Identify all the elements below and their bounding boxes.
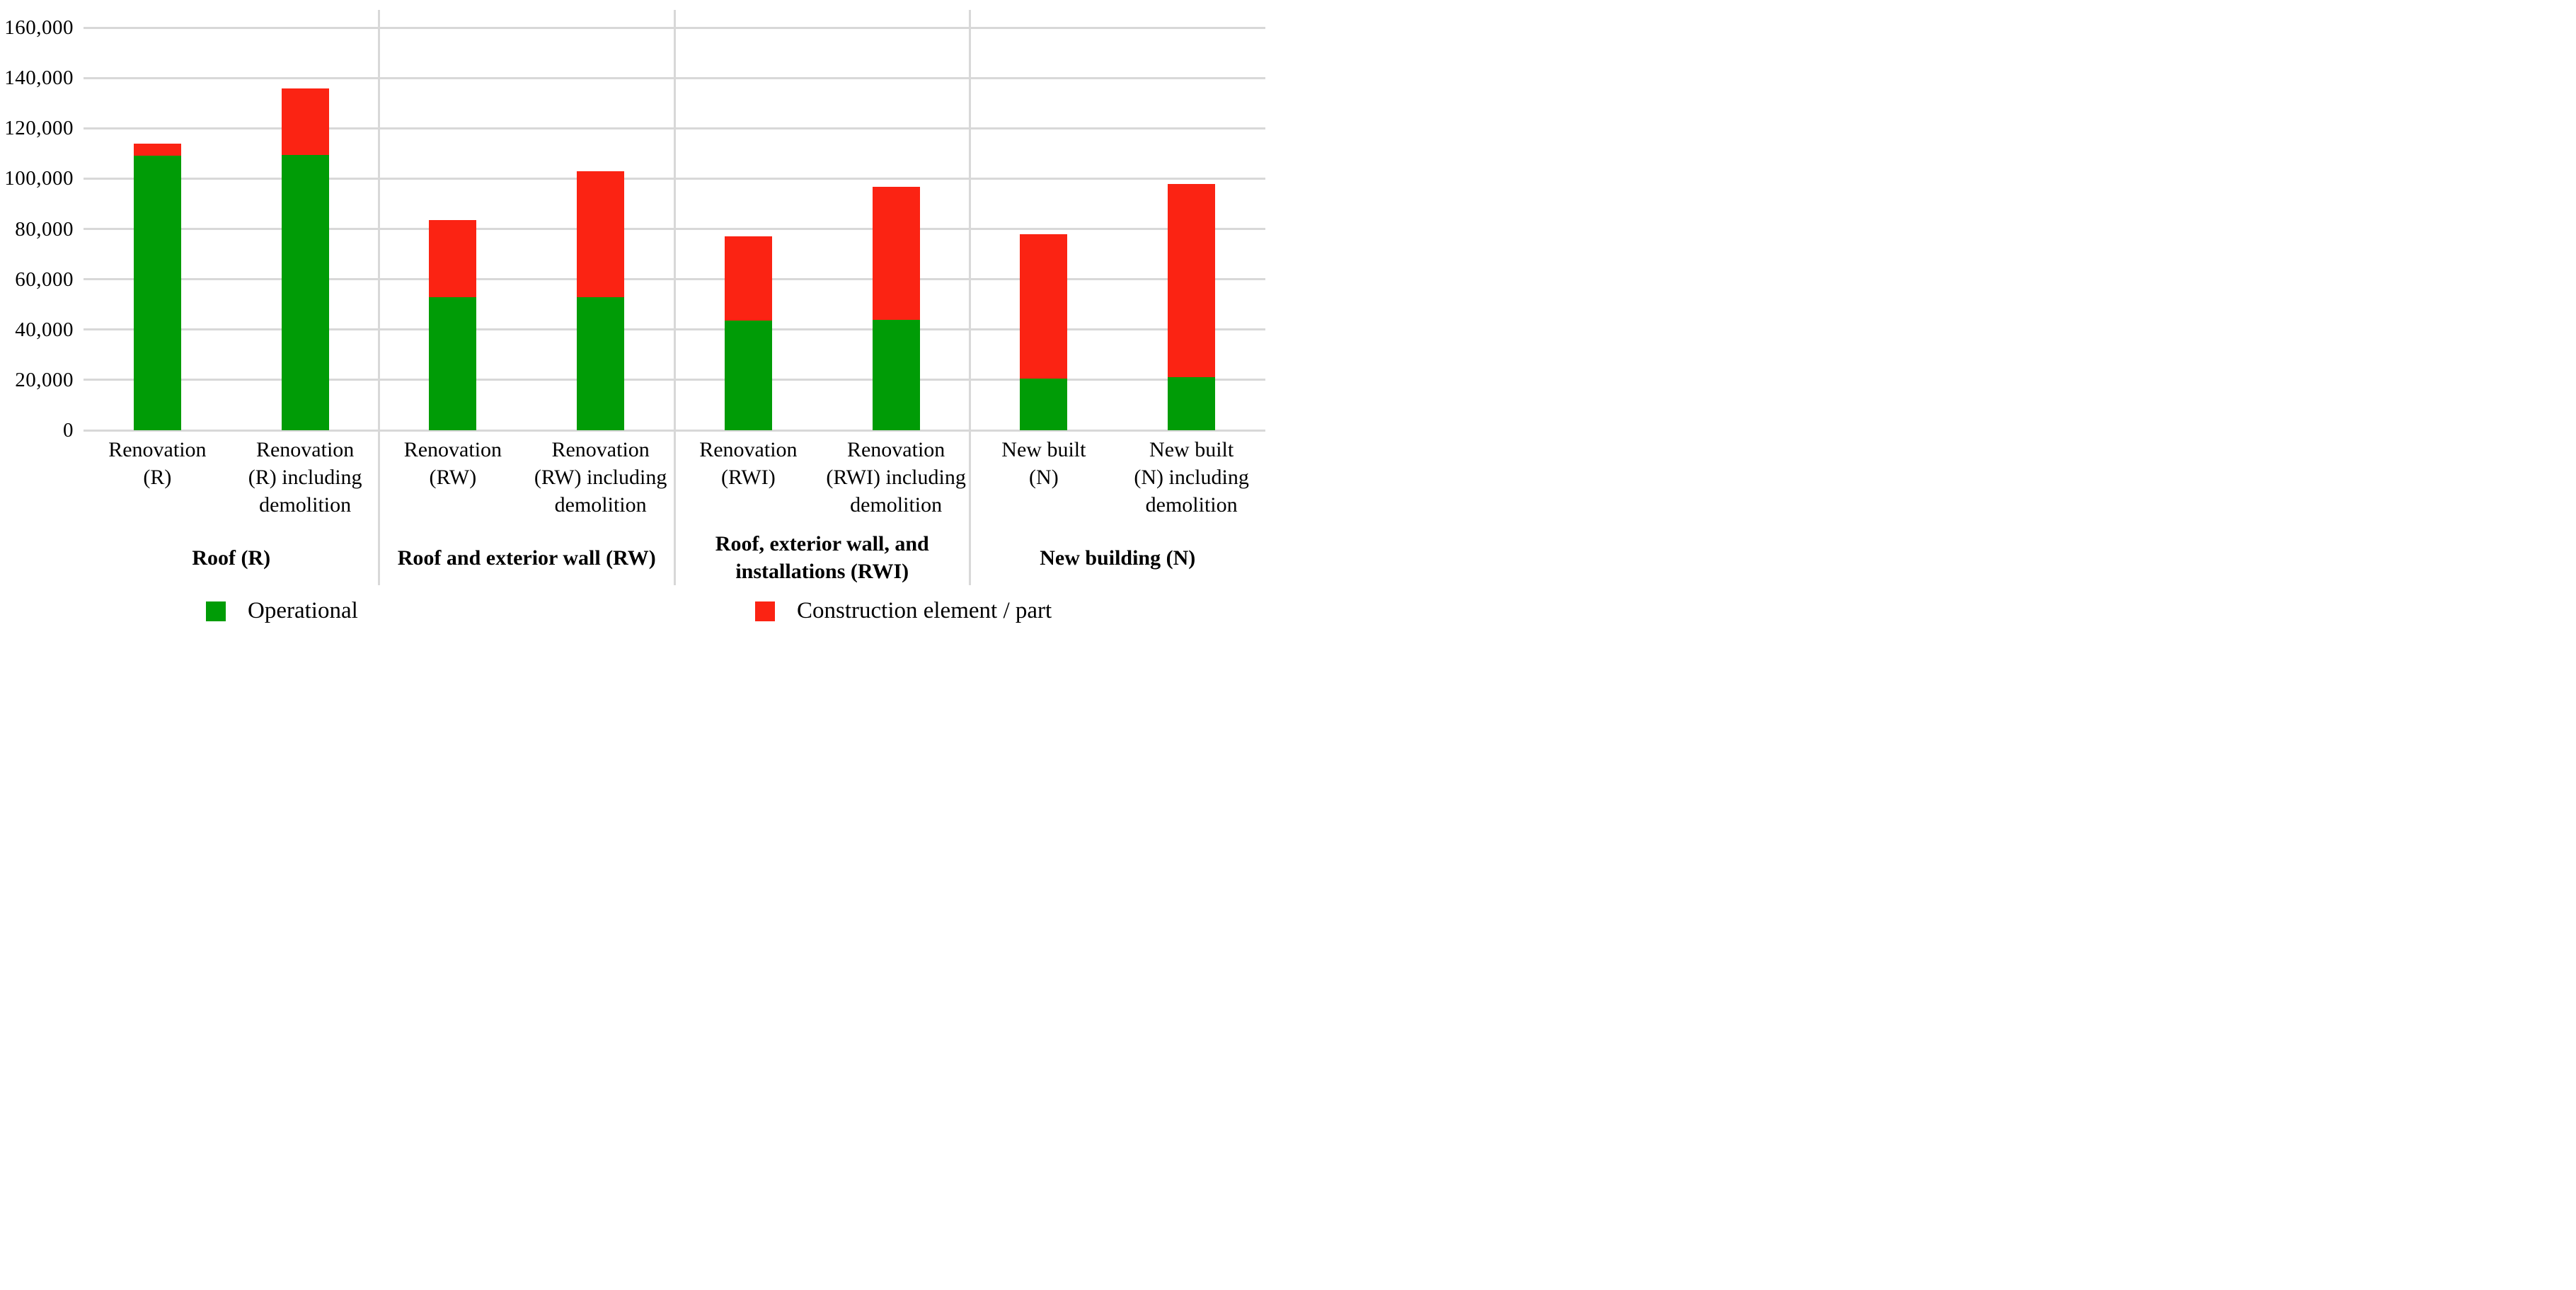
legend: Operational Construction element / part <box>0 598 1288 640</box>
bar-segment-construction <box>577 171 625 297</box>
legend-label-construction: Construction element / part <box>797 598 1052 623</box>
stacked-bar <box>133 28 181 430</box>
bar-segment-construction <box>429 219 477 298</box>
construction-swatch-icon <box>755 601 775 621</box>
x-axis-category-label: Renovation (R) including demolition <box>248 438 362 517</box>
group-label: Roof (R) <box>192 546 271 570</box>
x-axis-category-label: Renovation (R) <box>108 438 207 489</box>
stacked-bar <box>281 28 329 430</box>
group-divider <box>378 10 380 585</box>
stacked-bar <box>1168 28 1216 430</box>
x-axis-category-label: New built (N) <box>1001 438 1086 489</box>
y-axis-tick-label: 80,000 <box>15 217 74 241</box>
y-axis-tick-label: 0 <box>63 419 74 442</box>
group-label: Roof, exterior wall, and installations (R… <box>715 532 929 583</box>
bar-segment-construction <box>724 236 772 321</box>
stacked-bar <box>872 28 920 430</box>
bar-segment-operational <box>724 320 772 430</box>
y-axis-tick-label: 40,000 <box>15 318 74 341</box>
bar-segment-construction <box>1168 184 1216 377</box>
bar-segment-operational <box>1020 378 1068 430</box>
y-axis-tick-label: 140,000 <box>4 67 74 90</box>
bar-segment-construction <box>133 143 181 156</box>
bar-segment-construction <box>281 88 329 156</box>
y-axis-tick-label: 20,000 <box>15 368 74 391</box>
bar-segment-construction <box>872 186 920 320</box>
group-divider <box>969 10 971 585</box>
x-axis-category-label: Renovation (RWI) including demolition <box>826 438 966 517</box>
bar-segment-operational <box>1168 376 1216 430</box>
y-axis-tick-label: 120,000 <box>4 117 74 140</box>
bar-segment-operational <box>281 155 329 430</box>
x-axis-category-label: Renovation (RW) <box>403 438 502 489</box>
stacked-bar <box>1020 28 1068 430</box>
bar-segment-operational <box>577 296 625 430</box>
bar-segment-construction <box>1020 234 1068 379</box>
y-axis-tick-label: 160,000 <box>4 16 74 39</box>
bar-segment-operational <box>429 297 477 430</box>
group-label: New building (N) <box>1040 546 1196 570</box>
stacked-bar <box>429 28 477 430</box>
x-axis-category-label: Renovation (RWI) <box>699 438 798 489</box>
x-axis-category-label: New built (N) including demolition <box>1134 438 1249 517</box>
legend-item-construction: Construction element / part <box>755 598 1052 624</box>
group-label: Roof and exterior wall (RW) <box>397 546 656 570</box>
stacked-bar-chart-figure: 0 20,000 40,000 60,000 80,000 100,000 120,000 1… <box>0 0 1288 645</box>
stacked-bar <box>577 28 625 430</box>
operational-swatch-icon <box>206 601 226 621</box>
legend-label-operational: Operational <box>248 598 358 623</box>
y-axis-tick-label: 100,000 <box>4 167 74 190</box>
stacked-bar <box>724 28 772 430</box>
x-axis-category-label: Renovation (RW) including demolition <box>534 438 667 517</box>
bar-segment-operational <box>133 156 181 430</box>
group-divider <box>673 10 676 585</box>
bar-segment-operational <box>872 319 920 430</box>
y-axis-tick-label: 60,000 <box>15 267 74 291</box>
legend-item-operational: Operational <box>206 598 358 624</box>
